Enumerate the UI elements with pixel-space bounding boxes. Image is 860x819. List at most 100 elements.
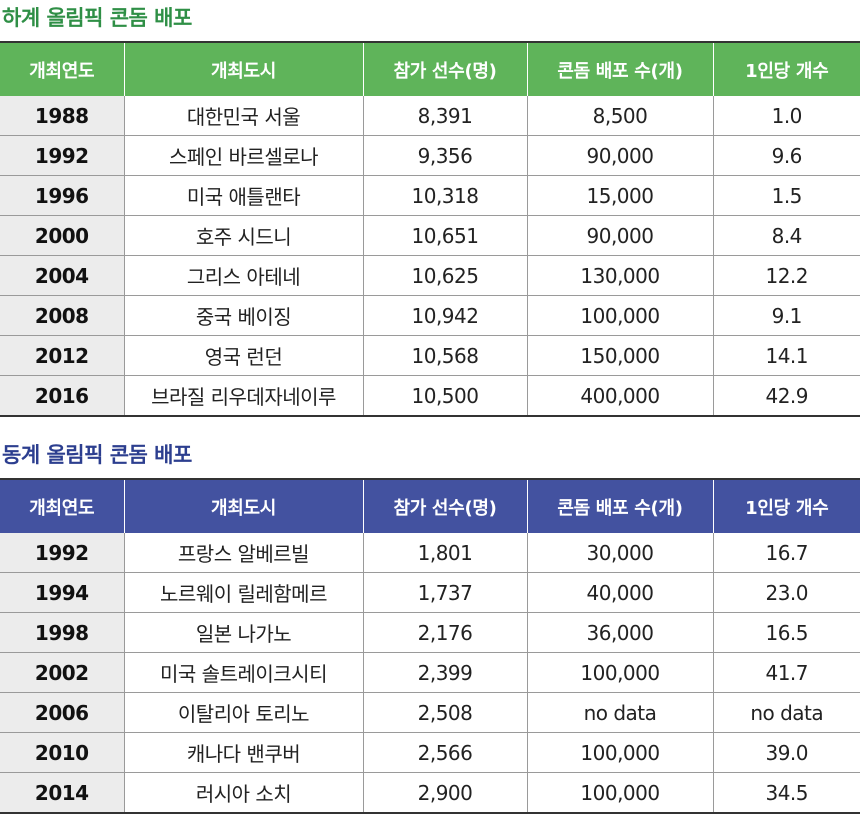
cell-condoms: 100,000 [526, 295, 713, 336]
cell-year: 2012 [0, 335, 124, 376]
summer-section-title: 하계 올림픽 콘돔 배포 [2, 6, 192, 30]
cell-condoms: 100,000 [526, 652, 713, 693]
cell-year: 2004 [0, 255, 124, 296]
column-header-city: 개최도시 [123, 42, 363, 96]
cell-city: 노르웨이 릴레함메르 [123, 572, 363, 613]
cell-condoms: no data [526, 692, 713, 733]
column-header-per-athlete: 1인당 개수 [712, 479, 860, 533]
column-header-condoms: 콘돔 배포 수(개) [526, 42, 713, 96]
cell-athletes: 1,801 [362, 533, 527, 573]
cell-athletes: 2,508 [362, 692, 527, 733]
cell-condoms: 130,000 [526, 255, 713, 296]
cell-year: 1994 [0, 572, 124, 613]
column-header-athletes: 참가 선수(명) [362, 42, 527, 96]
cell-condoms: 90,000 [526, 135, 713, 176]
cell-athletes: 2,566 [362, 732, 527, 773]
cell-per-athlete: no data [712, 692, 860, 733]
table-header-row: 개최연도 개최도시 참가 선수(명) 콘돔 배포 수(개) 1인당 개수 [0, 479, 860, 533]
cell-condoms: 100,000 [526, 772, 713, 813]
cell-athletes: 9,356 [362, 135, 527, 176]
table-row: 2000 호주 시드니 10,651 90,000 8.4 [0, 215, 860, 256]
cell-city: 러시아 소치 [123, 772, 363, 813]
column-header-year: 개최연도 [0, 42, 124, 96]
cell-city: 미국 애틀랜타 [123, 175, 363, 216]
table-row: 2008 중국 베이징 10,942 100,000 9.1 [0, 295, 860, 336]
table-row: 2004 그리스 아테네 10,625 130,000 12.2 [0, 255, 860, 296]
cell-per-athlete: 16.7 [712, 533, 860, 573]
cell-athletes: 10,318 [362, 175, 527, 216]
cell-athletes: 10,651 [362, 215, 527, 256]
table-header-row: 개최연도 개최도시 참가 선수(명) 콘돔 배포 수(개) 1인당 개수 [0, 42, 860, 96]
cell-athletes: 10,942 [362, 295, 527, 336]
cell-city: 호주 시드니 [123, 215, 363, 256]
cell-condoms: 8,500 [526, 96, 713, 136]
column-header-athletes: 참가 선수(명) [362, 479, 527, 533]
cell-year: 2008 [0, 295, 124, 336]
cell-condoms: 400,000 [526, 375, 713, 416]
cell-athletes: 1,737 [362, 572, 527, 613]
cell-year: 2002 [0, 652, 124, 693]
cell-city: 프랑스 알베르빌 [123, 533, 363, 573]
table-row: 2002 미국 솔트레이크시티 2,399 100,000 41.7 [0, 652, 860, 693]
cell-year: 2010 [0, 732, 124, 773]
cell-per-athlete: 39.0 [712, 732, 860, 773]
cell-condoms: 15,000 [526, 175, 713, 216]
cell-per-athlete: 23.0 [712, 572, 860, 613]
cell-per-athlete: 1.0 [712, 96, 860, 136]
cell-city: 영국 런던 [123, 335, 363, 376]
table-row: 2016 브라질 리우데자네이루 10,500 400,000 42.9 [0, 375, 860, 416]
cell-year: 1988 [0, 96, 124, 136]
cell-athletes: 8,391 [362, 96, 527, 136]
cell-athletes: 10,625 [362, 255, 527, 296]
cell-per-athlete: 9.1 [712, 295, 860, 336]
table-row: 2006 이탈리아 토리노 2,508 no data no data [0, 692, 860, 733]
cell-athletes: 10,500 [362, 375, 527, 416]
cell-athletes: 2,900 [362, 772, 527, 813]
cell-athletes: 10,568 [362, 335, 527, 376]
cell-city: 미국 솔트레이크시티 [123, 652, 363, 693]
table-row: 1988 대한민국 서울 8,391 8,500 1.0 [0, 96, 860, 136]
cell-year: 2006 [0, 692, 124, 733]
cell-year: 1992 [0, 135, 124, 176]
cell-per-athlete: 42.9 [712, 375, 860, 416]
cell-city: 일본 나가노 [123, 612, 363, 653]
column-header-year: 개최연도 [0, 479, 124, 533]
cell-year: 1992 [0, 533, 124, 573]
cell-condoms: 90,000 [526, 215, 713, 256]
column-header-condoms: 콘돔 배포 수(개) [526, 479, 713, 533]
table-row: 1994 노르웨이 릴레함메르 1,737 40,000 23.0 [0, 572, 860, 613]
cell-per-athlete: 8.4 [712, 215, 860, 256]
winter-condom-table: 개최연도 개최도시 참가 선수(명) 콘돔 배포 수(개) 1인당 개수 1992 프랑스… [0, 478, 860, 814]
cell-per-athlete: 34.5 [712, 772, 860, 813]
table-row: 2012 영국 런던 10,568 150,000 14.1 [0, 335, 860, 376]
cell-city: 스페인 바르셀로나 [123, 135, 363, 176]
cell-condoms: 30,000 [526, 533, 713, 573]
table-row: 2014 러시아 소치 2,900 100,000 34.5 [0, 772, 860, 813]
column-header-city: 개최도시 [123, 479, 363, 533]
cell-condoms: 150,000 [526, 335, 713, 376]
cell-athletes: 2,399 [362, 652, 527, 693]
cell-condoms: 100,000 [526, 732, 713, 773]
cell-year: 1998 [0, 612, 124, 653]
cell-condoms: 40,000 [526, 572, 713, 613]
cell-athletes: 2,176 [362, 612, 527, 653]
cell-year: 1996 [0, 175, 124, 216]
column-header-per-athlete: 1인당 개수 [712, 42, 860, 96]
cell-city: 이탈리아 토리노 [123, 692, 363, 733]
cell-year: 2000 [0, 215, 124, 256]
cell-per-athlete: 12.2 [712, 255, 860, 296]
cell-city: 캐나다 밴쿠버 [123, 732, 363, 773]
table-row: 1992 스페인 바르셀로나 9,356 90,000 9.6 [0, 135, 860, 176]
cell-city: 대한민국 서울 [123, 96, 363, 136]
cell-per-athlete: 41.7 [712, 652, 860, 693]
winter-section-title: 동계 올림픽 콘돔 배포 [2, 443, 192, 467]
table-row: 2010 캐나다 밴쿠버 2,566 100,000 39.0 [0, 732, 860, 773]
summer-condom-table: 개최연도 개최도시 참가 선수(명) 콘돔 배포 수(개) 1인당 개수 1988 대한민… [0, 41, 860, 417]
cell-per-athlete: 1.5 [712, 175, 860, 216]
cell-year: 2014 [0, 772, 124, 813]
cell-condoms: 36,000 [526, 612, 713, 653]
table-row: 1998 일본 나가노 2,176 36,000 16.5 [0, 612, 860, 653]
cell-city: 중국 베이징 [123, 295, 363, 336]
cell-per-athlete: 16.5 [712, 612, 860, 653]
cell-year: 2016 [0, 375, 124, 416]
